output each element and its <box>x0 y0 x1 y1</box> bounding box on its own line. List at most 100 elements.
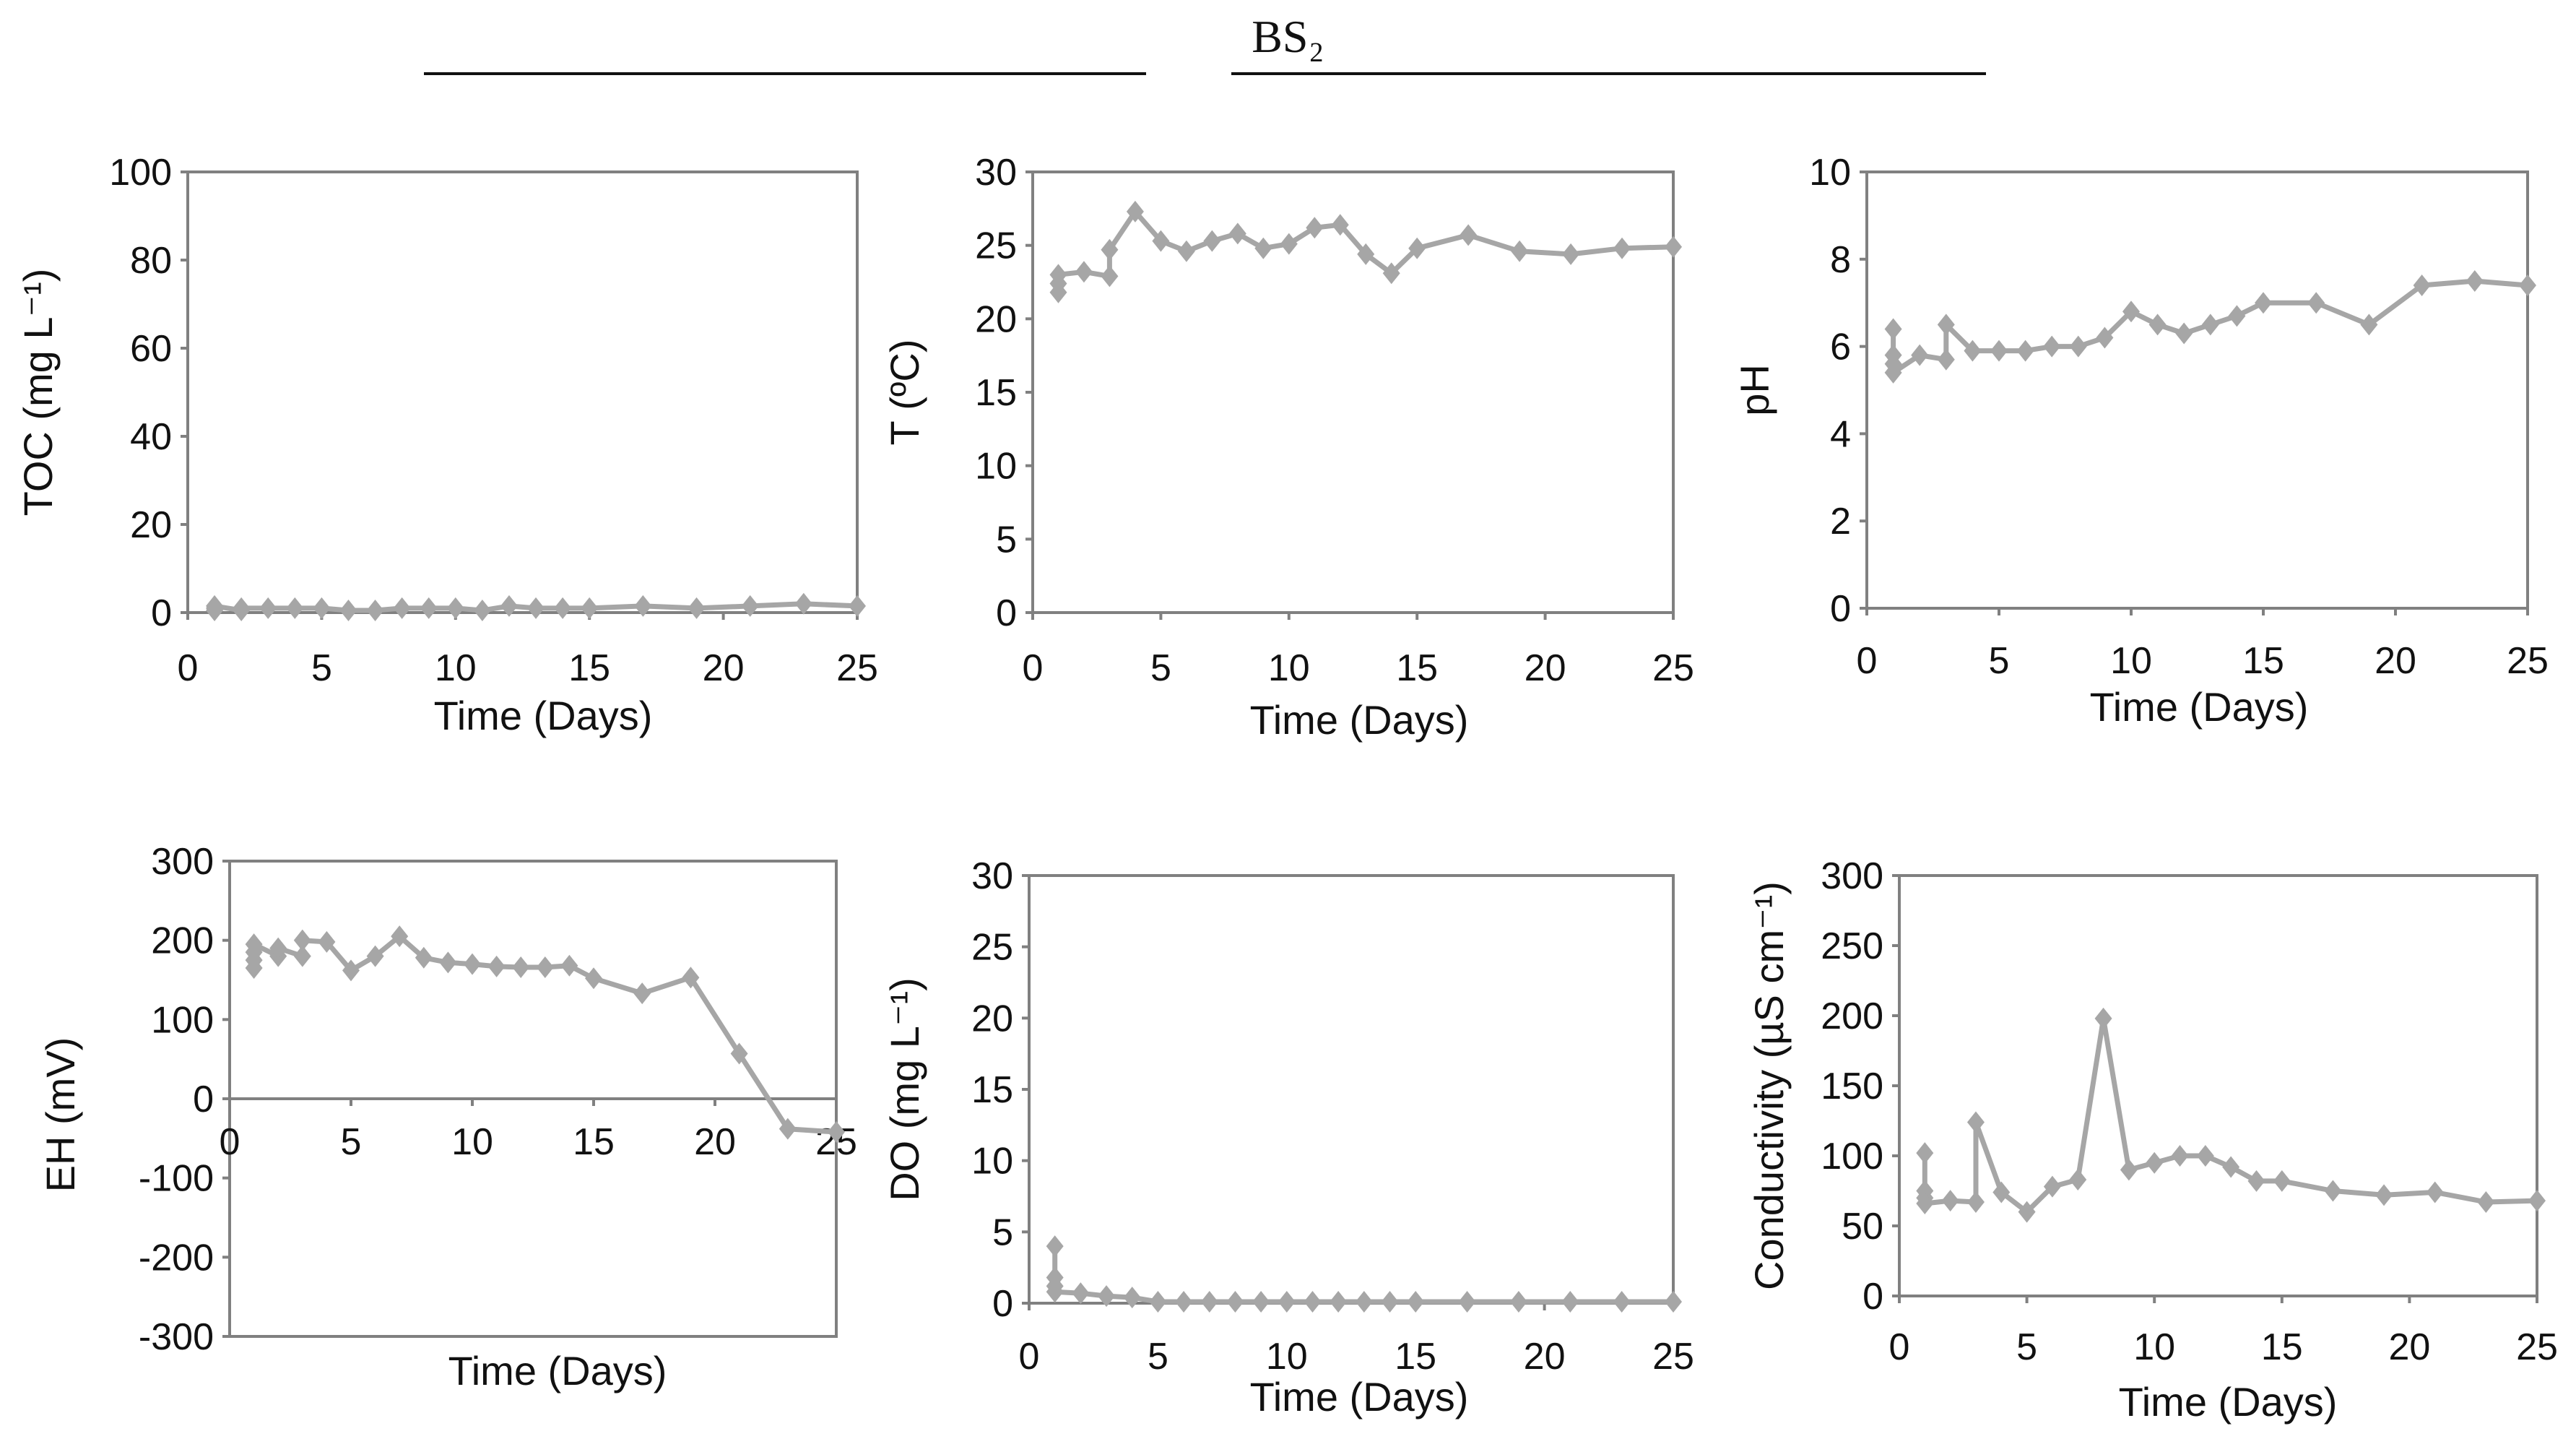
data-point-marker <box>633 982 651 1005</box>
x-tick-label: 25 <box>1652 1336 1694 1378</box>
data-point-marker <box>1304 1291 1322 1313</box>
plot-area-frame <box>1028 874 1675 1305</box>
plot-area-frame <box>1865 170 2529 610</box>
data-point-marker <box>1382 262 1400 285</box>
data-point-marker <box>560 954 578 977</box>
x-tick-label: 5 <box>1989 640 2010 682</box>
x-tick-label: 15 <box>2261 1326 2303 1368</box>
data-point-marker <box>1966 1111 1985 1133</box>
x-tick-label: 5 <box>1150 647 1171 689</box>
data-point-marker <box>1098 1285 1116 1308</box>
x-tick-label: 0 <box>1019 1336 1040 1378</box>
data-point-marker <box>420 597 438 619</box>
y-tick-label: 100 <box>151 999 214 1041</box>
data-point-marker <box>1101 238 1119 261</box>
x-axis-label: Time (Days) <box>2090 684 2309 730</box>
data-point-marker <box>2307 292 2325 314</box>
y-tick-label: 0 <box>1862 1276 1883 1318</box>
x-tick-label: 0 <box>1023 647 1044 689</box>
y-tick-label: 2 <box>1830 501 1851 543</box>
data-point-marker <box>2043 335 2061 358</box>
data-point-marker <box>779 1118 797 1140</box>
data-point-marker <box>2122 301 2140 323</box>
data-point-marker <box>1101 265 1119 288</box>
chart-do: 0 5 10 15 20 25 30 0 5 10 15 20 25 Time (Days) DO (mg … <box>882 855 1694 1419</box>
plot-area-frame <box>1898 874 2538 1297</box>
data-point-marker <box>1937 348 1955 371</box>
data-point-marker <box>1357 243 1375 265</box>
data-point-marker <box>259 597 277 619</box>
data-point-marker <box>1355 1291 1373 1313</box>
data-point-marker <box>487 955 506 977</box>
data-point-marker <box>2146 1151 2164 1174</box>
y-tick-label: 30 <box>975 152 1017 194</box>
data-point-marker <box>391 925 409 948</box>
y-axis-label: T (ºC) <box>882 340 927 446</box>
y-tick-label: 30 <box>971 855 1013 897</box>
y-tick-label: 4 <box>1830 413 1851 455</box>
x-tick-label: 15 <box>1396 647 1438 689</box>
data-point-marker <box>1964 340 1982 362</box>
x-tick-label: 20 <box>1524 1336 1566 1378</box>
y-tick-label: 0 <box>992 1283 1013 1325</box>
data-point-marker <box>1916 1142 1934 1164</box>
data-point-marker <box>688 597 706 619</box>
data-point-marker <box>1228 222 1246 245</box>
x-axis-label: Time (Days) <box>1250 1374 1469 1419</box>
data-point-marker <box>1075 261 1093 283</box>
y-tick-label: 15 <box>971 1069 1013 1111</box>
data-point-marker <box>512 956 530 978</box>
y-tick-label: 10 <box>1809 152 1851 194</box>
x-tick-label: 5 <box>311 647 332 689</box>
x-tick-label: 25 <box>836 647 878 689</box>
series-line <box>1922 1016 2538 1215</box>
x-axis-label: Time (Days) <box>2119 1379 2338 1425</box>
data-point-marker <box>1046 1281 1064 1303</box>
x-tick-label: 10 <box>2133 1326 2175 1368</box>
y-tick-label: 20 <box>130 504 172 546</box>
data-point-marker <box>2247 1170 2265 1192</box>
data-point-marker <box>581 597 599 619</box>
x-tick-label: 25 <box>1652 647 1694 689</box>
data-point-marker <box>313 597 331 619</box>
data-point-marker <box>849 595 866 617</box>
data-point-marker <box>286 597 304 619</box>
y-tick-label: 100 <box>1821 1136 1883 1177</box>
x-tick-label: 0 <box>220 1121 240 1163</box>
data-point-marker <box>339 599 357 621</box>
data-point-marker <box>233 597 251 619</box>
y-tick-label: 250 <box>1821 925 1883 967</box>
x-tick-label: 5 <box>2016 1326 2037 1368</box>
data-point-marker <box>2375 1184 2393 1206</box>
x-axis-label: Time (Days) <box>1250 697 1469 743</box>
data-point-marker <box>245 933 263 956</box>
data-point-marker <box>1049 264 1067 286</box>
data-point-marker <box>1966 1191 1985 1214</box>
data-point-marker <box>2519 275 2536 297</box>
data-point-marker <box>1226 1291 1244 1313</box>
data-point-marker <box>318 930 336 953</box>
y-tick-label: 300 <box>151 841 214 883</box>
data-point-marker <box>1509 1291 1527 1313</box>
plot-area-frame <box>186 170 859 614</box>
x-tick-label: 10 <box>451 1121 493 1163</box>
data-point-marker <box>393 597 411 619</box>
data-point-marker <box>464 953 481 975</box>
title-rule-left <box>424 72 1146 75</box>
data-point-marker <box>2273 1170 2291 1192</box>
y-tick-label: 150 <box>1821 1066 1883 1107</box>
data-point-marker <box>1916 1192 1934 1214</box>
data-point-marker <box>1200 1291 1218 1313</box>
data-point-marker <box>1990 340 2008 362</box>
data-point-marker <box>1941 1190 1959 1212</box>
data-point-marker <box>1381 1291 1399 1313</box>
y-axis-label: DO (mg L⁻¹) <box>882 977 927 1201</box>
x-tick-label: 20 <box>694 1121 736 1163</box>
data-point-marker <box>1203 230 1221 252</box>
y-tick-label: 10 <box>971 1141 1013 1183</box>
y-tick-label: 5 <box>996 519 1017 561</box>
data-point-marker <box>2360 314 2378 336</box>
y-axis-label: Conductivity (µS cm⁻¹) <box>1746 881 1792 1290</box>
data-point-marker <box>1884 318 1902 340</box>
y-tick-label: 200 <box>151 920 214 962</box>
